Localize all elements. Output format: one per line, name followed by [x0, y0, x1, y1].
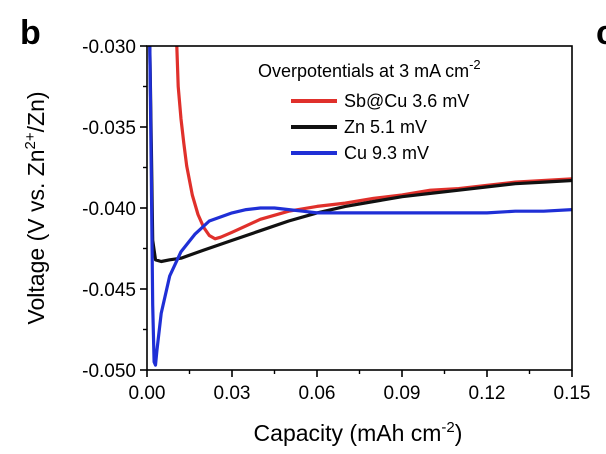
y-axis-title: Voltage (V vs. Zn2+/Zn) [22, 91, 49, 324]
panel-label: b [20, 14, 41, 52]
next-panel-label: c [596, 14, 606, 52]
legend-entry: Sb@Cu 3.6 mV [344, 91, 469, 111]
y-tick-label: -0.030 [82, 37, 136, 58]
x-tick-label: 0.15 [554, 383, 591, 404]
y-tick-label: -0.045 [82, 280, 136, 301]
y-tick-label: -0.040 [82, 199, 136, 220]
x-tick-label: 0.09 [384, 383, 421, 404]
series-layer [148, 46, 572, 367]
y-tick-label: -0.035 [82, 118, 136, 139]
legend-title: Overpotentials at 3 mA cm-2 [258, 57, 481, 81]
legend-entry: Zn 5.1 mV [344, 117, 427, 137]
series-line-3 [148, 46, 572, 367]
x-tick-label: 0.03 [214, 383, 251, 404]
y-tick-label: -0.050 [82, 361, 136, 382]
x-axis: 0.00 0.03 0.06 0.09 0.12 0.15 [129, 370, 591, 404]
legend-entry: Cu 9.3 mV [344, 143, 429, 163]
legend: Overpotentials at 3 mA cm-2 Sb@Cu 3.6 mV… [258, 57, 481, 163]
x-tick-label: 0.06 [299, 383, 336, 404]
x-tick-label: 0.12 [469, 383, 506, 404]
x-axis-title: Capacity (mAh cm-2) [254, 419, 463, 446]
series-line-2 [148, 46, 572, 264]
x-tick-label: 0.00 [129, 383, 166, 404]
y-axis: -0.050 -0.045 -0.040 -0.035 -0.030 [82, 37, 147, 382]
